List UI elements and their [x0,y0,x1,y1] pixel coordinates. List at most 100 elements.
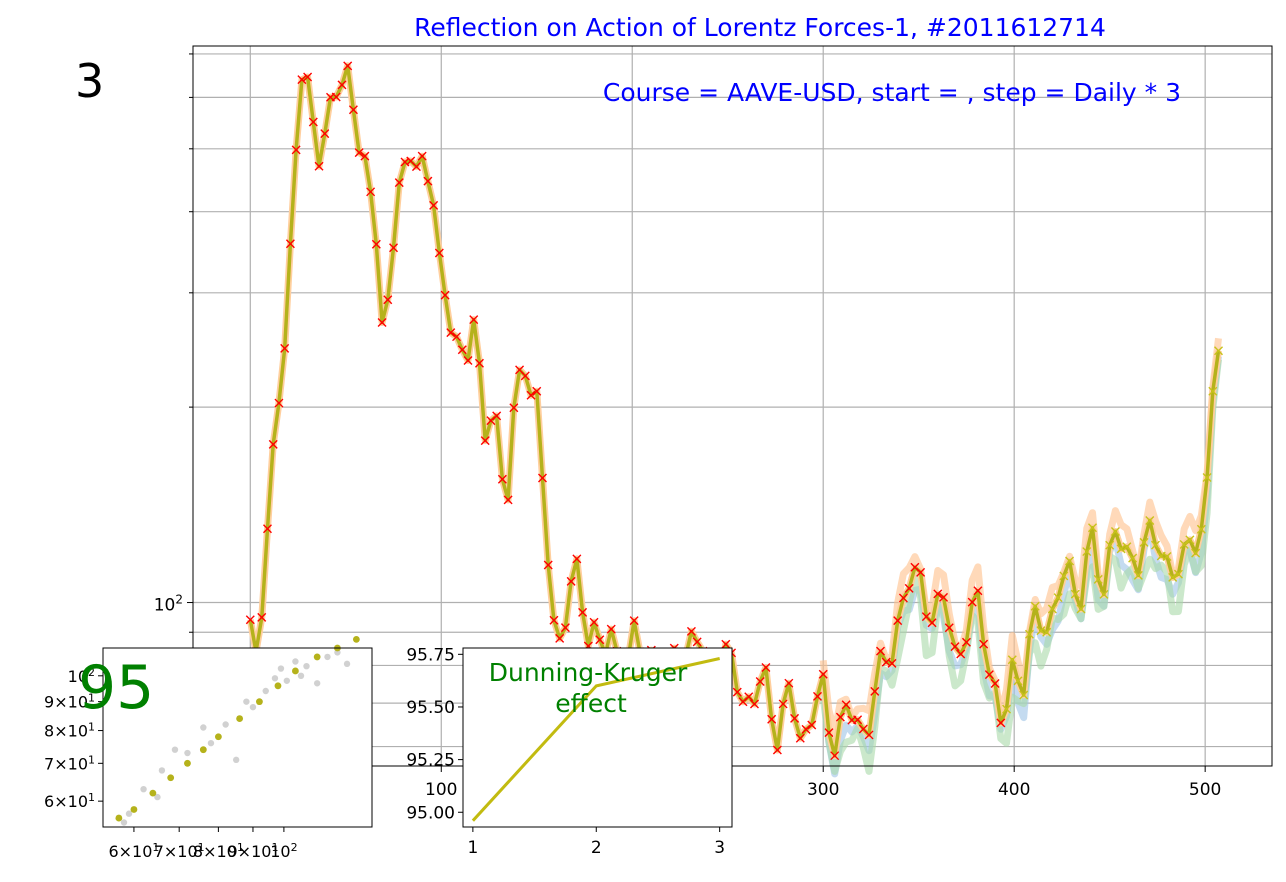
fit-point [352,635,360,643]
data-point-marker [864,730,874,740]
data-point-marker [497,474,507,484]
fit-point [184,759,191,767]
inset-y-tick-label: 8×101 [44,721,95,741]
data-point-marker [1053,593,1063,603]
data-point-marker [520,371,530,381]
data-point-marker [1139,537,1149,547]
data-point-marker [629,616,639,626]
data-point-marker [377,318,387,328]
data-point-marker [343,61,353,71]
fit-point [236,715,244,722]
scatter-point [120,819,128,826]
scatter-inset-y-ticks: 6×101 7×101 8×101 9×101 102 [44,666,103,811]
data-point-marker [772,745,782,755]
data-point-marker [967,597,977,607]
data-point-marker [337,80,347,90]
data-point-marker [509,403,519,413]
data-point-marker [383,295,393,305]
dk-y-tick-label: 95.50 [406,698,455,718]
data-point-marker [1093,574,1103,584]
dk-series-line [471,657,721,822]
main-line [246,62,1222,760]
scatter-point [154,793,161,801]
data-point-marker [870,686,880,696]
data-point-marker [916,567,926,577]
data-point-marker [1185,535,1195,545]
data-point-marker [1030,601,1040,611]
fit-point [274,682,282,690]
fit-point [130,806,138,813]
data-point-marker [755,677,765,686]
data-point-marker [979,639,989,649]
data-point-marker [1196,524,1206,534]
data-point-marker [1065,556,1075,566]
data-point-marker [578,607,588,617]
data-point-marker [303,72,313,82]
scatter-point [222,721,229,728]
data-point-marker [285,239,295,249]
dk-inset-label: Dunning-Kruger effect [489,658,688,718]
data-point-marker [555,633,565,643]
main-y-ticks: 102 [154,53,193,748]
scatter-point [297,672,305,680]
data-point-marker [1151,540,1161,550]
data-point-marker [452,332,462,342]
scatter-point [303,662,310,670]
data-point-marker [778,699,788,709]
x-tick-label: 100 [425,780,457,800]
main-x-ticks: 100 300 400 500 [425,766,1221,800]
scatter-point [200,724,207,731]
chart-title: Reflection on Action of Lorentz Forces-1… [414,13,1106,42]
data-point-marker [1116,544,1126,554]
data-point-marker [744,692,754,702]
data-point-marker [354,148,364,158]
dk-y-tick-label: 95.25 [406,751,455,771]
data-point-marker [1047,604,1057,614]
fit-point [167,774,175,782]
dk-x-tick-label: 1 [467,838,478,858]
data-point-marker [537,473,547,483]
data-point-marker [589,617,599,627]
data-point-marker [274,398,284,408]
data-point-marker [887,658,897,668]
data-point-marker [1214,346,1224,356]
data-point-marker [1122,542,1132,552]
data-point-marker [389,243,399,253]
fit-point [115,814,123,822]
chart-subtitle: Course = AAVE-USD, start = , step = Dail… [603,78,1181,107]
scatter-point [243,698,250,705]
dk-inset-bg [463,648,732,827]
data-point-marker [984,670,994,680]
scatter-point [271,675,279,682]
data-point-marker [1002,704,1012,714]
data-point-marker [1168,572,1178,582]
data-point-marker [297,75,307,85]
inset-x-tick-label: 8×101 [193,841,244,861]
data-point-marker [990,678,1000,688]
scatter-point [184,749,191,757]
data-point-marker [956,649,966,659]
data-point-marker [841,700,851,710]
data-point-marker [721,639,731,649]
scatter-inset-label: 95 [78,653,154,723]
scatter-inset-frame [102,647,373,828]
data-point-marker [893,616,903,626]
scatter-point [140,785,147,793]
scatter-point [283,677,291,684]
corner-number: 3 [75,54,104,108]
inset-y-tick-label: 9×101 [44,692,95,712]
data-point-marker [1105,540,1115,550]
data-point-marker [348,105,358,115]
data-point-marker [526,390,536,400]
scatter-point [232,756,240,764]
data-point-marker [314,161,324,171]
data-point-marker [429,200,439,210]
data-point-marker [560,623,570,633]
data-point-marker [795,733,805,743]
scatter-point [125,810,133,817]
data-point-marker [1013,676,1023,686]
dk-x-tick-label: 2 [591,838,602,858]
scatter-point [324,653,331,661]
data-point-marker [474,358,484,368]
